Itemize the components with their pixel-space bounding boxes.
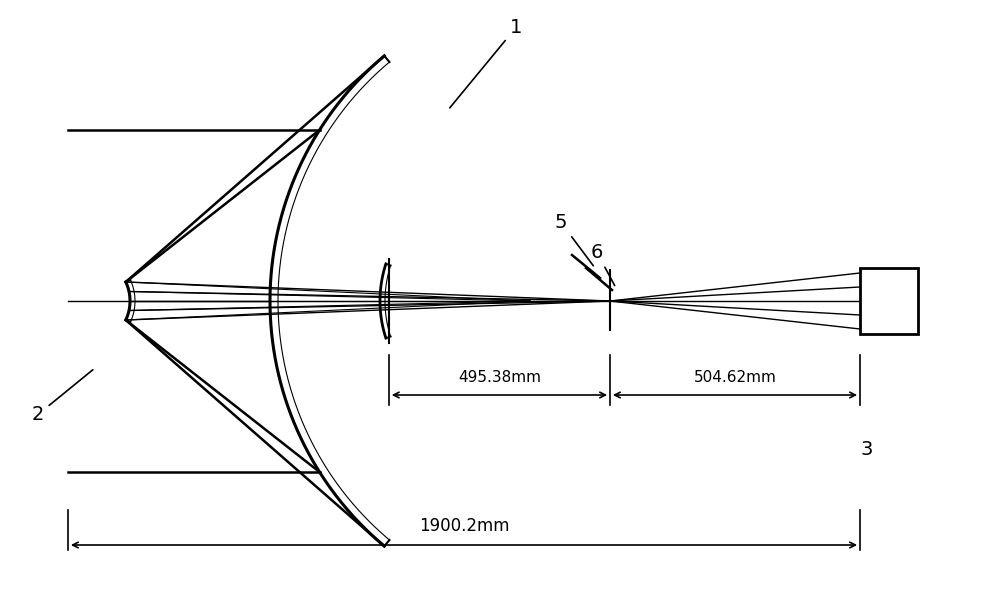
Text: 495.38mm: 495.38mm (458, 370, 541, 385)
Text: 6: 6 (591, 243, 615, 285)
Text: 4: 4 (883, 291, 895, 311)
Text: 3: 3 (860, 440, 872, 459)
Bar (860, 268, 918, 334)
Text: 5: 5 (555, 213, 593, 265)
Text: 2: 2 (32, 370, 93, 424)
Text: 504.62mm: 504.62mm (694, 370, 776, 385)
Text: 1900.2mm: 1900.2mm (419, 517, 509, 535)
Text: 1: 1 (450, 18, 522, 108)
